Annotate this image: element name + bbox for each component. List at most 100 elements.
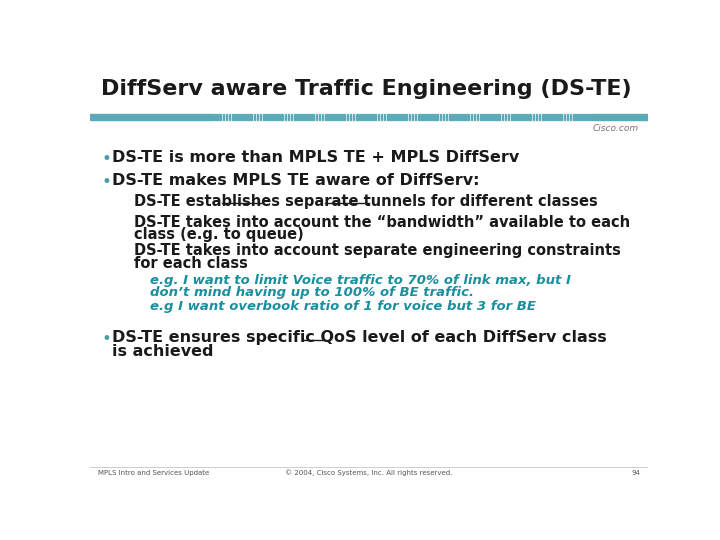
Bar xyxy=(284,114,287,120)
Bar xyxy=(591,114,593,120)
Bar xyxy=(315,114,318,120)
Bar xyxy=(238,114,240,120)
Text: MPLS Intro and Services Update: MPLS Intro and Services Update xyxy=(98,470,209,476)
Bar xyxy=(300,114,302,120)
Bar xyxy=(424,114,426,120)
Bar xyxy=(306,114,308,120)
Bar xyxy=(542,114,544,120)
Bar xyxy=(341,114,342,120)
Bar xyxy=(436,114,438,120)
Bar xyxy=(548,114,550,120)
Bar xyxy=(256,114,258,120)
Bar xyxy=(387,114,389,120)
Bar xyxy=(567,114,568,120)
Bar xyxy=(467,114,469,120)
Bar xyxy=(489,114,491,120)
Bar xyxy=(455,114,456,120)
Bar xyxy=(582,114,584,120)
Bar xyxy=(405,114,407,120)
Bar xyxy=(427,114,429,120)
Bar xyxy=(492,114,494,120)
Bar xyxy=(399,114,401,120)
Text: •: • xyxy=(102,173,112,191)
Bar xyxy=(253,114,255,120)
Bar xyxy=(421,114,423,120)
Bar xyxy=(517,114,518,120)
Bar xyxy=(505,114,506,120)
Bar xyxy=(408,114,410,120)
Bar xyxy=(464,114,466,120)
Text: •: • xyxy=(102,330,112,348)
Bar xyxy=(495,114,497,120)
Bar xyxy=(353,114,354,120)
Bar xyxy=(443,114,444,120)
Text: e.g. I want to limit Voice traffic to 70% of link max, but I: e.g. I want to limit Voice traffic to 70… xyxy=(150,274,570,287)
Text: DS-TE is more than MPLS TE + MPLS DiffServ: DS-TE is more than MPLS TE + MPLS DiffSe… xyxy=(112,150,519,165)
Bar xyxy=(266,114,268,120)
Bar xyxy=(232,114,233,120)
Bar xyxy=(449,114,451,120)
Bar xyxy=(412,114,413,120)
Bar xyxy=(523,114,525,120)
Text: © 2004, Cisco Systems, Inc. All rights reserved.: © 2004, Cisco Systems, Inc. All rights r… xyxy=(285,470,453,476)
Bar xyxy=(471,114,472,120)
Bar xyxy=(381,114,382,120)
Bar xyxy=(263,114,264,120)
Bar xyxy=(418,114,420,120)
Bar xyxy=(498,114,500,120)
Bar xyxy=(272,114,274,120)
Bar xyxy=(533,114,534,120)
Text: e.g I want overbook ratio of 1 for voice but 3 for BE: e.g I want overbook ratio of 1 for voice… xyxy=(150,300,536,313)
Bar xyxy=(294,114,295,120)
Text: DS-TE establishes separate tunnels for different classes: DS-TE establishes separate tunnels for d… xyxy=(134,194,598,209)
Bar xyxy=(210,114,212,120)
Bar xyxy=(508,114,510,120)
Bar xyxy=(303,114,305,120)
Bar xyxy=(573,114,575,120)
Text: DS-TE ensures specific QoS level of each DiffServ class: DS-TE ensures specific QoS level of each… xyxy=(112,330,606,346)
Bar xyxy=(588,114,590,120)
Bar xyxy=(90,114,210,120)
Bar xyxy=(222,114,224,120)
Text: 94: 94 xyxy=(631,470,640,476)
Bar xyxy=(551,114,553,120)
Bar xyxy=(275,114,277,120)
Bar xyxy=(514,114,516,120)
Bar xyxy=(368,114,370,120)
Bar xyxy=(539,114,541,120)
Bar xyxy=(229,114,230,120)
Bar xyxy=(594,114,648,120)
Bar xyxy=(377,114,379,120)
Bar xyxy=(520,114,522,120)
Bar xyxy=(356,114,358,120)
Text: DS-TE makes MPLS TE aware of DiffServ:: DS-TE makes MPLS TE aware of DiffServ: xyxy=(112,173,480,187)
Bar xyxy=(439,114,441,120)
Bar xyxy=(287,114,289,120)
Bar xyxy=(579,114,581,120)
Bar xyxy=(325,114,327,120)
Bar xyxy=(502,114,503,120)
Text: class (e.g. to queue): class (e.g. to queue) xyxy=(134,227,304,242)
Bar xyxy=(322,114,323,120)
Bar xyxy=(372,114,373,120)
Bar xyxy=(384,114,385,120)
Bar xyxy=(446,114,447,120)
Bar xyxy=(362,114,364,120)
Bar xyxy=(291,114,292,120)
Bar xyxy=(545,114,546,120)
Bar xyxy=(319,114,320,120)
Bar xyxy=(393,114,395,120)
Bar xyxy=(431,114,432,120)
Bar xyxy=(536,114,537,120)
Bar xyxy=(365,114,366,120)
Bar xyxy=(279,114,280,120)
Bar xyxy=(458,114,460,120)
Bar xyxy=(346,114,348,120)
Bar xyxy=(343,114,345,120)
Bar xyxy=(480,114,482,120)
Bar xyxy=(282,114,283,120)
Bar xyxy=(585,114,587,120)
Bar xyxy=(570,114,572,120)
Bar xyxy=(462,114,463,120)
Bar xyxy=(248,114,249,120)
